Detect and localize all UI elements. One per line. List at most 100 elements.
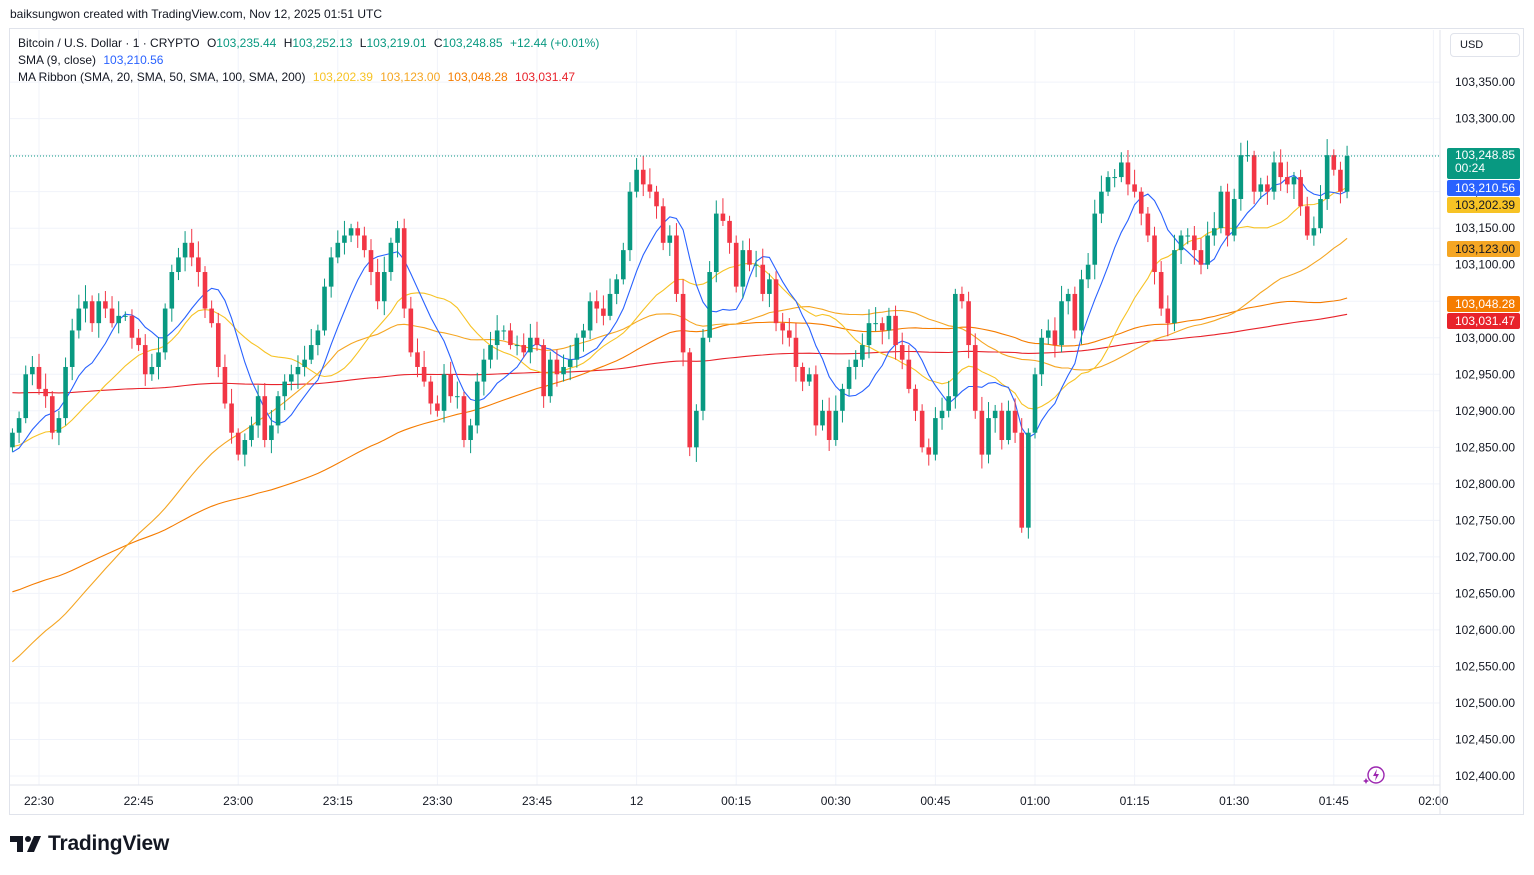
candle (1311, 216, 1317, 246)
candle-body (395, 228, 400, 243)
legend-symbol[interactable]: Bitcoin / U.S. Dollar · 1 · CRYPTO (18, 36, 200, 50)
candle (893, 305, 898, 360)
candle-body (308, 345, 314, 360)
candle (627, 182, 633, 262)
candle-body (136, 337, 141, 346)
candle-body (1019, 432, 1025, 528)
candle (959, 286, 965, 309)
sma200-line (12, 313, 1348, 394)
candle-body (342, 235, 347, 243)
sma9-price-tag: 103,210.56 (1447, 180, 1520, 196)
candle-body (886, 315, 892, 331)
candle (249, 416, 254, 447)
x-tick-label: 00:15 (721, 794, 751, 808)
candle-body (773, 279, 779, 324)
candle-body (1099, 191, 1104, 214)
candle-body (614, 279, 619, 294)
candle-body (375, 272, 380, 302)
candle-body (255, 396, 261, 426)
candle (999, 402, 1005, 450)
legend: Bitcoin / U.S. Dollar · 1 · CRYPTO O103,… (18, 35, 603, 86)
candle-body (222, 366, 228, 404)
candle-body (1251, 155, 1257, 192)
legend-ohlc-row: Bitcoin / U.S. Dollar · 1 · CRYPTO O103,… (18, 35, 603, 52)
candle (614, 274, 619, 305)
candle (215, 312, 221, 378)
candle (1059, 285, 1064, 353)
candle (640, 155, 646, 197)
candle (176, 247, 181, 281)
candle (1178, 230, 1184, 264)
candle (149, 353, 155, 381)
y-tick-label: 103,300.00 (1455, 112, 1515, 126)
candle (295, 355, 301, 389)
x-tick-label: 01:45 (1319, 794, 1349, 808)
candle (474, 372, 480, 434)
candle (1152, 226, 1157, 285)
last-price-value: 103,248.85 (1455, 148, 1516, 162)
candle-body (1344, 155, 1350, 192)
candle-body (667, 235, 673, 243)
candle (707, 261, 712, 343)
candle (262, 383, 268, 448)
candle (713, 200, 719, 283)
candle (1285, 161, 1290, 194)
candle (229, 388, 234, 444)
y-tick-label: 102,750.00 (1455, 513, 1515, 527)
candle (381, 256, 387, 316)
candle (415, 338, 420, 378)
candle-body (1318, 198, 1323, 229)
candle-body (1105, 177, 1111, 192)
candle (1165, 295, 1171, 337)
legend-ribbon-row: MA Ribbon (SMA, 20, SMA, 50, SMA, 100, S… (18, 69, 603, 86)
candle-body (196, 257, 201, 273)
candle-body (289, 374, 294, 382)
currency-button[interactable]: USD (1450, 33, 1520, 57)
candle (129, 309, 135, 349)
created-by-line: baiksungwon created with TradingView.com… (10, 7, 382, 21)
candle-body (1331, 155, 1337, 170)
candle-body (474, 381, 480, 426)
candle (654, 185, 659, 219)
candle (83, 285, 88, 323)
candle-body (1085, 264, 1091, 280)
candle-body (687, 352, 693, 448)
candle-body (322, 286, 327, 331)
candle (528, 323, 533, 364)
candle (209, 300, 214, 328)
candle (30, 356, 35, 386)
candle-body (680, 293, 686, 353)
candle (1238, 142, 1244, 211)
candle-body (534, 337, 540, 346)
candle (501, 325, 507, 340)
candle-body (747, 250, 752, 265)
sparkle-assistant-icon[interactable] (1362, 764, 1388, 786)
candle (1092, 199, 1098, 280)
x-tick-label: 02:00 (1418, 794, 1448, 808)
candle (1145, 207, 1151, 243)
candle-body (999, 410, 1005, 441)
candle (840, 383, 845, 423)
candle-body (1238, 155, 1244, 199)
candle-body (1298, 177, 1303, 207)
candle (103, 291, 108, 319)
candle (1324, 139, 1330, 210)
candle (607, 278, 613, 321)
candle (860, 333, 865, 367)
candle (800, 362, 805, 392)
candle (395, 220, 400, 258)
candle-body (574, 337, 580, 360)
candle-body (1145, 213, 1151, 236)
candle-body (1198, 250, 1204, 265)
legend-low: L103,219.01 (359, 36, 427, 50)
candle-body (873, 323, 878, 325)
legend-ribbon-label[interactable]: MA Ribbon (SMA, 20, SMA, 50, SMA, 100, S… (18, 70, 306, 84)
candle-body (169, 272, 175, 309)
legend-sma-label[interactable]: SMA (9, close) (18, 53, 97, 67)
candle-body (441, 374, 447, 411)
candle (727, 215, 732, 254)
candle (1138, 187, 1144, 226)
candle-body (933, 418, 938, 455)
candle-body (235, 432, 241, 455)
